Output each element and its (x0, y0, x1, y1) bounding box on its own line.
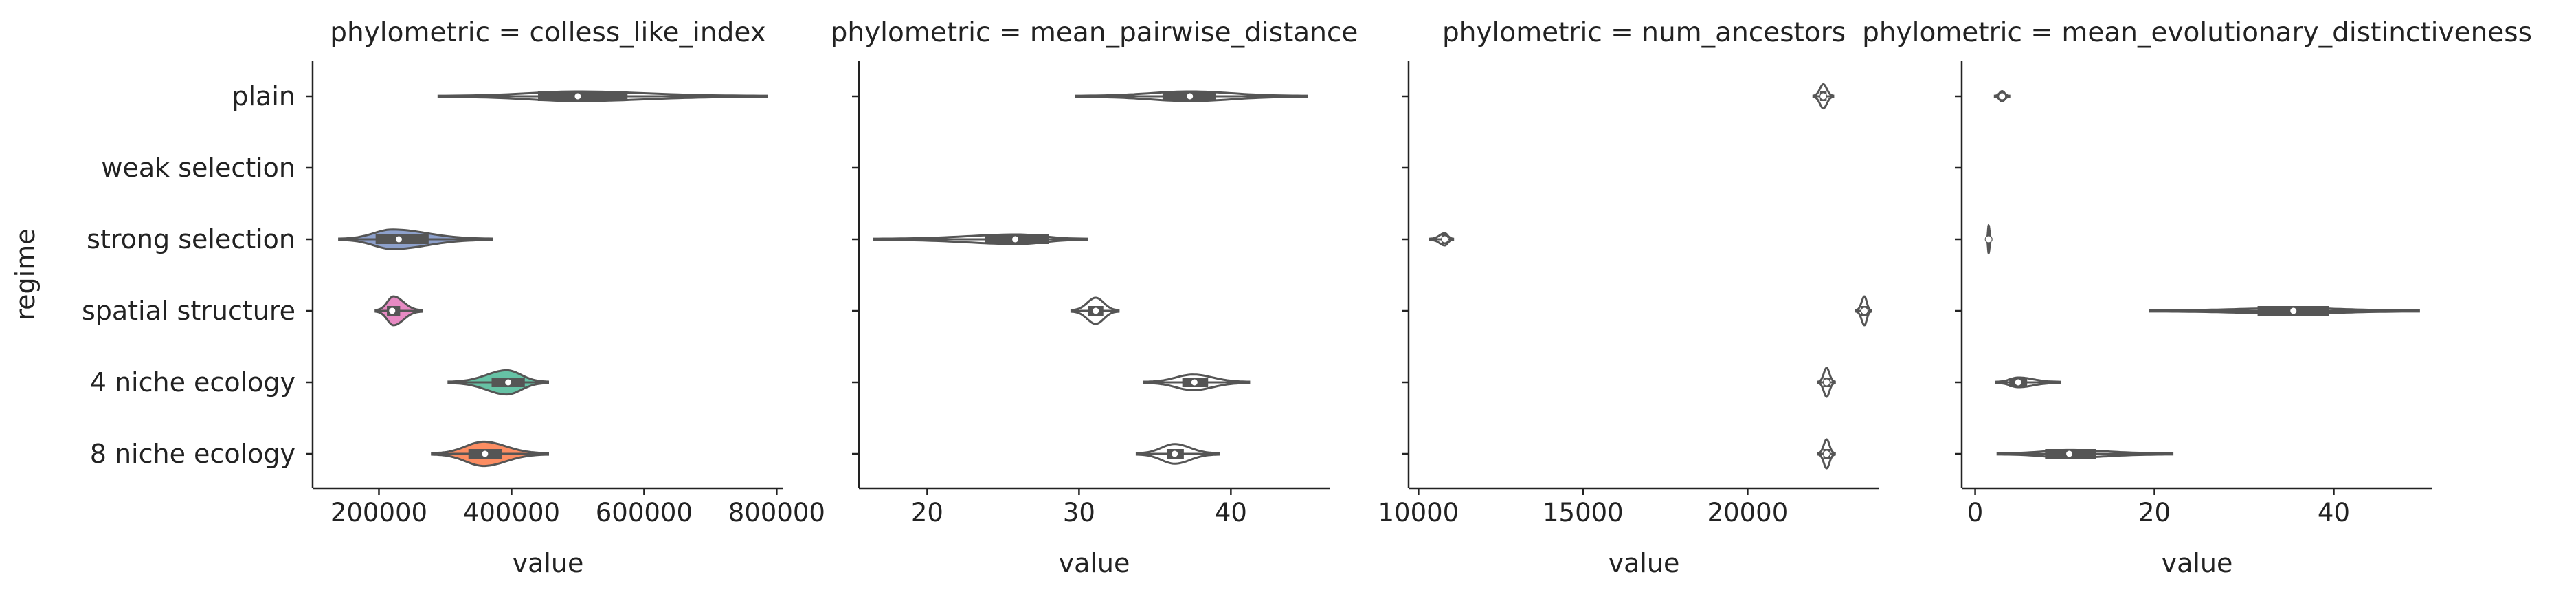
violin-median-dot (1860, 307, 1868, 315)
violin-body (1429, 232, 1455, 247)
violin-median-dot (481, 450, 489, 458)
category-tick-label: strong selection (87, 224, 295, 254)
violin-body (873, 233, 1088, 245)
violin-median-dot (1998, 92, 2006, 100)
violin-median-dot (1011, 235, 1020, 243)
category-tick-label: plain (232, 81, 295, 111)
violin-median-dot (1822, 450, 1830, 458)
violin-median-dot (1190, 378, 1198, 386)
violin-body (1075, 90, 1308, 102)
x-tick-label: 40 (1215, 498, 1247, 527)
x-axis-label: value (1059, 548, 1130, 578)
violin-median-dot (2289, 307, 2298, 315)
category-tick-label: weak selection (101, 153, 295, 183)
x-tick-label: 20 (2138, 498, 2171, 527)
category-tick-label: 8 niche ecology (90, 439, 295, 469)
violin-median-dot (574, 92, 582, 100)
violin-median-dot (1984, 235, 1993, 243)
x-tick-label: 40 (2318, 498, 2350, 527)
x-tick-label: 20 (911, 498, 943, 527)
x-tick-label: 30 (1063, 498, 1095, 527)
x-tick-label: 600000 (596, 498, 693, 527)
facet-title: phylometric = mean_evolutionary_distinct… (1862, 17, 2532, 48)
violin-median-dot (504, 378, 513, 386)
violin-median-dot (388, 307, 396, 315)
x-tick-label: 0 (1967, 498, 1984, 527)
y-axis-label: regime (10, 228, 41, 320)
facet-title: phylometric = mean_pairwise_distance (831, 17, 1358, 48)
violin-body (1070, 296, 1120, 325)
violin-iqr-box (538, 91, 628, 101)
x-tick-label: 15000 (1543, 498, 1624, 527)
violin-median-dot (1441, 235, 1449, 243)
x-axis-label: value (2162, 548, 2233, 578)
violin-median-dot (2014, 378, 2022, 386)
violin-median-dot (1092, 307, 1100, 315)
violin-median-dot (1819, 92, 1828, 100)
facet-title: phylometric = num_ancestors (1442, 17, 1846, 48)
violin-median-dot (1822, 378, 1830, 386)
x-tick-label: 20000 (1707, 498, 1789, 527)
violin-median-dot (394, 235, 403, 243)
x-tick-label: 400000 (463, 498, 560, 527)
x-axis-label: value (513, 548, 584, 578)
facet-title: phylometric = colless_like_index (330, 17, 765, 48)
violin-median-dot (1171, 450, 1179, 458)
violin-median-dot (1186, 92, 1194, 100)
category-tick-label: spatial structure (82, 296, 295, 326)
x-axis-label: value (1609, 548, 1680, 578)
x-tick-label: 200000 (331, 498, 427, 527)
violin-median-dot (2065, 450, 2074, 458)
violin-body (1135, 443, 1220, 465)
category-tick-label: 4 niche ecology (90, 367, 295, 397)
x-tick-label: 10000 (1378, 498, 1459, 527)
x-tick-label: 800000 (728, 498, 825, 527)
violin-body (1143, 373, 1251, 391)
